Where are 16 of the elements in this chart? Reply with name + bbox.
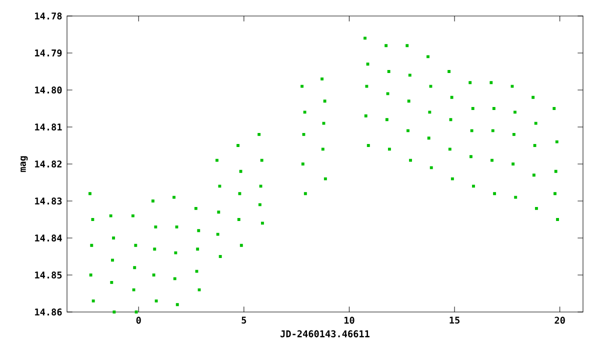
x-tick-label: 10 (344, 316, 354, 324)
x-tick-label: 5 (242, 316, 246, 324)
y-tick-label: 14.83 (35, 197, 62, 205)
x-axis-title: JD-2460143.46611 (280, 330, 370, 338)
x-tick-label: 15 (450, 316, 460, 324)
y-tick-label: 14.78 (35, 12, 62, 20)
y-tick-label: 14.82 (35, 160, 62, 168)
x-tick-label: 0 (136, 316, 141, 324)
y-axis-title: mag (20, 156, 28, 172)
y-tick-label: 14.80 (35, 86, 62, 94)
y-tick-label: 14.84 (35, 234, 62, 242)
y-tick-label: 14.79 (35, 49, 62, 57)
y-tick-label: 14.81 (35, 123, 62, 131)
x-tick-label: 20 (554, 316, 565, 324)
y-tick-label: 14.86 (35, 308, 62, 316)
y-tick-label: 14.85 (35, 271, 62, 279)
